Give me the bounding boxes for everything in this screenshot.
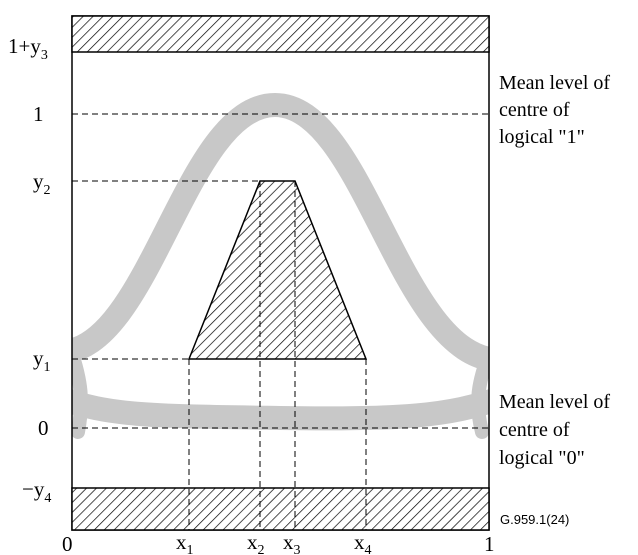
annotation-line: logical "0"	[499, 447, 585, 469]
annotation-line: centre of	[499, 99, 570, 121]
mask-center-trapezoid	[187, 180, 368, 360]
y-label-0: 0	[38, 416, 49, 440]
reference-lines	[72, 113, 489, 530]
y-label-minus-y4: −y4	[22, 477, 51, 506]
x-label-x3: x3	[283, 530, 301, 555]
x-label-x1: x1	[176, 530, 194, 555]
annotation-mean-zero: Mean level of centre of logical "0"	[499, 391, 610, 469]
figure-id: G.959.1(24)	[500, 512, 569, 527]
x-label-1: 1	[484, 532, 495, 555]
eye-lower-band-right	[471, 355, 489, 439]
x-label-x2: x2	[247, 530, 265, 555]
annotation-mean-one: Mean level of centre of logical "1"	[499, 72, 610, 148]
y-label-1: 1	[33, 102, 44, 126]
mask-top-region	[71, 15, 490, 53]
eye-lower-band-left	[72, 353, 88, 439]
eye-lower-band	[72, 389, 489, 431]
x-label-0: 0	[62, 532, 73, 555]
y-label-1-plus-y3: 1+y3	[8, 34, 48, 63]
annotation-line: Mean level of	[499, 72, 610, 94]
x-label-x4: x4	[354, 530, 372, 555]
eye-pattern	[72, 92, 489, 439]
y-label-y1: y1	[33, 346, 51, 375]
y-label-y2: y2	[33, 169, 51, 198]
eye-upper-band	[72, 92, 489, 371]
annotation-line: logical "1"	[499, 126, 585, 148]
mask-bottom-region	[71, 487, 490, 531]
annotation-line: Mean level of	[499, 391, 610, 413]
annotation-line: centre of	[499, 419, 570, 441]
